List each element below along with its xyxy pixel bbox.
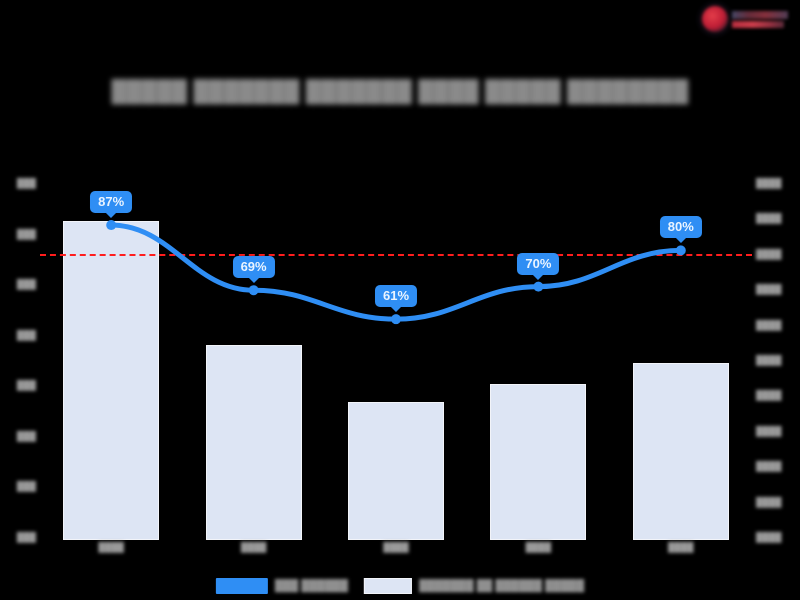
y-tick-right-7: ████ bbox=[756, 390, 782, 401]
company-logo bbox=[702, 4, 794, 34]
line-marker-3[interactable] bbox=[391, 314, 401, 325]
y-tick-left-3: ███ bbox=[16, 279, 36, 290]
logo-wordmark bbox=[732, 10, 788, 28]
y-tick-left-7: ███ bbox=[16, 481, 36, 492]
line-marker-4[interactable] bbox=[533, 281, 544, 292]
legend-swatch-bar bbox=[364, 578, 413, 594]
y-tick-left-4: ███ bbox=[16, 329, 36, 340]
y-tick-left-2: ███ bbox=[16, 228, 36, 239]
x-tick-2: ████ bbox=[240, 542, 267, 552]
y-tick-left-5: ███ bbox=[16, 380, 36, 391]
line-marker-5[interactable] bbox=[675, 245, 686, 256]
reference-line bbox=[40, 254, 752, 257]
y-tick-right-8: ████ bbox=[756, 425, 782, 436]
y-tick-right-1: ████ bbox=[756, 178, 782, 188]
line-series bbox=[106, 220, 686, 325]
line-marker-1[interactable] bbox=[106, 220, 117, 231]
bar-4[interactable] bbox=[490, 384, 587, 540]
y-tick-left-1: ███ bbox=[16, 178, 36, 188]
data-label-2: 69% bbox=[232, 256, 275, 279]
y-tick-right-11: ████ bbox=[756, 532, 782, 542]
data-label-5: 80% bbox=[659, 216, 702, 239]
data-label-1: 87% bbox=[90, 191, 133, 214]
legend-label-line: ███ ██████ bbox=[274, 580, 349, 592]
legend-item-line[interactable]: ███ ██████ bbox=[215, 578, 349, 594]
x-tick-1: ████ bbox=[98, 542, 124, 552]
y-tick-right-6: ████ bbox=[756, 355, 782, 365]
y-axis-right: ████ ████ ████ ████ ████ ████ ████ ████ ████ ████… bbox=[756, 178, 800, 542]
logo-wordmark-line-2 bbox=[732, 20, 784, 28]
bar-2[interactable] bbox=[205, 344, 302, 540]
data-label-3: 61% bbox=[374, 285, 418, 308]
logo-mark-icon bbox=[702, 6, 728, 32]
chart-legend: ███ ██████ ███████ ██ ██████ █████ bbox=[215, 578, 584, 594]
legend-swatch-line bbox=[215, 578, 268, 594]
data-label-4: 70% bbox=[517, 252, 560, 275]
chart-title: █████ ███████ ███████ ████ █████ ███████… bbox=[111, 80, 689, 103]
y-tick-right-3: ████ bbox=[756, 248, 782, 259]
x-tick-5: ████ bbox=[668, 542, 694, 552]
plot-area: 87% 69% 61% 70% 80% bbox=[40, 178, 752, 540]
y-tick-right-2: ████ bbox=[756, 213, 782, 224]
y-tick-right-10: ████ bbox=[756, 496, 782, 507]
y-tick-right-5: ████ bbox=[756, 319, 782, 330]
bar-3[interactable] bbox=[348, 402, 444, 540]
y-tick-left-8: ███ bbox=[16, 532, 36, 542]
legend-item-bar[interactable]: ███████ ██ ██████ █████ bbox=[364, 578, 584, 594]
y-tick-right-9: ████ bbox=[756, 461, 782, 472]
line-marker-2[interactable] bbox=[248, 285, 259, 296]
y-tick-left-6: ███ bbox=[16, 430, 36, 441]
bar-5[interactable] bbox=[632, 362, 729, 540]
y-tick-right-4: ████ bbox=[756, 284, 782, 295]
bar-1[interactable] bbox=[63, 221, 160, 540]
y-axis-left: ███ ███ ███ ███ ███ ███ ███ ███ bbox=[0, 178, 36, 542]
x-axis: ████ ████ ████ ████ ████ bbox=[40, 542, 752, 558]
logo-wordmark-line-1 bbox=[732, 10, 788, 19]
x-tick-4: ████ bbox=[525, 542, 552, 552]
x-tick-3: ████ bbox=[383, 542, 409, 552]
legend-label-bar: ███████ ██ ██████ █████ bbox=[419, 580, 585, 592]
